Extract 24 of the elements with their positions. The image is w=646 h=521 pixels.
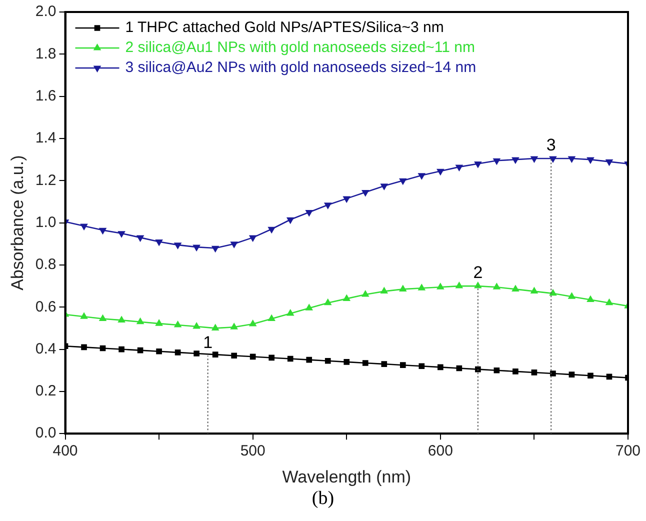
legend-label: 1 THPC attached Gold NPs/APTES/Silica~3 nm	[125, 19, 444, 36]
y-tick-label: 1.4	[35, 130, 56, 147]
y-tick-label: 0.4	[35, 340, 56, 358]
text: (b)	[310, 488, 336, 510]
x-tick-label: 400	[52, 442, 78, 460]
y-tick-label: 1.6	[35, 87, 56, 104]
y-tick-label: 1.2	[35, 172, 56, 189]
y-tick-label: 1.8	[35, 45, 56, 62]
y-tick-label: 0.0	[35, 424, 56, 442]
legend-label: 2 silica@Au1 NPs with gold nanoseeds sized~11 nm	[125, 39, 475, 56]
y-tick-label: 0.6	[35, 298, 56, 316]
annotation: 3	[546, 136, 556, 155]
y-tick-label: 0.2	[35, 382, 56, 400]
x-tick-label: 500	[240, 442, 266, 460]
x-tick-label: 600	[428, 442, 453, 460]
y-tick-label: 2.0	[35, 3, 56, 20]
y-tick-label: 1.0	[35, 214, 56, 231]
y-tick-label: 0.8	[35, 256, 56, 274]
x-axis-title: Wavelength (nm)	[282, 467, 412, 486]
annotation: 2	[473, 263, 483, 282]
y-axis-title: Absorbance (a.u.)	[8, 155, 27, 290]
annotation: 1	[203, 332, 213, 352]
legend-label: 3 silica@Au2 NPs with gold nanoseeds sized~14 nm	[125, 59, 476, 76]
x-tick-label: 700	[615, 442, 641, 460]
